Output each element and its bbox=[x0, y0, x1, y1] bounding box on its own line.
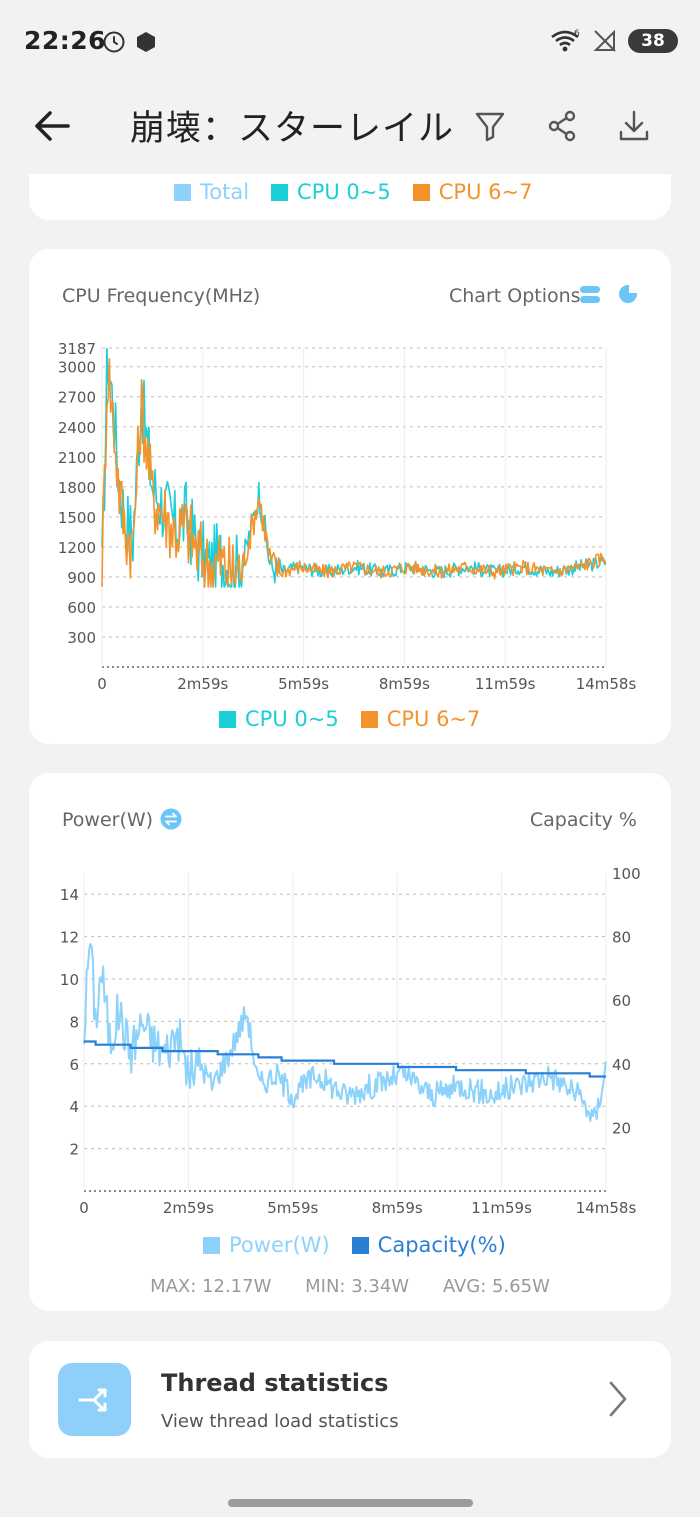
cpu-xtick-label: 5m59s bbox=[278, 675, 329, 693]
capacity-ytick-label: 100 bbox=[612, 865, 641, 883]
filter-icon[interactable] bbox=[470, 106, 510, 146]
power-chart-title: Power(W) bbox=[62, 809, 154, 831]
power-ytick-label: 4 bbox=[69, 1098, 79, 1116]
cpu-ytick-label: 900 bbox=[67, 569, 96, 587]
cpu-ytick-label: 300 bbox=[67, 629, 96, 647]
power-ytick-label: 10 bbox=[60, 971, 79, 989]
capacity-ytick-label: 60 bbox=[612, 992, 631, 1010]
cpu-chart-legend: CPU 0~5 CPU 6~7 bbox=[219, 707, 502, 731]
power-chart: 14 12 10 8 6 4 2 100 80 60 40 20 0 2m59s 5m59s 8m59s 11m… bbox=[60, 865, 641, 1217]
cpu-ytick-label: 2100 bbox=[58, 449, 96, 467]
app-notification-icon bbox=[137, 32, 155, 52]
capacity-ytick-label: 80 bbox=[612, 929, 631, 947]
cpu-ytick-label: 1200 bbox=[58, 539, 96, 557]
legend-power[interactable]: Power(W) bbox=[203, 1233, 330, 1257]
cpu-ytick-label: 1500 bbox=[58, 509, 96, 527]
legend-total[interactable]: Total bbox=[174, 180, 249, 204]
capacity-axis-label: Capacity % bbox=[529, 809, 637, 831]
power-min: MIN: 3.34W bbox=[305, 1276, 410, 1297]
stack-view-icon[interactable] bbox=[580, 286, 600, 304]
power-max: MAX: 12.17W bbox=[150, 1276, 272, 1297]
legend-cpu-0-5-bottom[interactable]: CPU 0~5 bbox=[219, 707, 339, 731]
legend-cpu-6-7-bottom[interactable]: CPU 6~7 bbox=[360, 707, 480, 731]
capacity-series-line bbox=[84, 1040, 606, 1078]
power-xtick-label: 5m59s bbox=[267, 1199, 318, 1217]
cpu-frequency-card: CPU Frequency(MHz) Chart Options 3187 300… bbox=[29, 249, 671, 744]
power-stats: MAX: 12.17W MIN: 3.34W AVG: 5.65W bbox=[0, 1276, 700, 1297]
cpu-chart-title: CPU Frequency(MHz) bbox=[62, 285, 261, 307]
power-xtick-label: 2m59s bbox=[163, 1199, 214, 1217]
cpu-ytick-label: 3000 bbox=[58, 359, 96, 377]
pie-chart-icon[interactable] bbox=[618, 284, 638, 304]
cpu-ytick-label: 3187 bbox=[58, 340, 96, 358]
thread-subtitle: View thread load statistics bbox=[161, 1411, 399, 1432]
cpu-ytick-label: 600 bbox=[67, 599, 96, 617]
cpu-xtick-label: 14m58s bbox=[576, 675, 637, 693]
power-ytick-label: 14 bbox=[60, 886, 79, 904]
cpu-series-line-cpu-0-5 bbox=[101, 347, 606, 588]
cpu-xtick-label: 0 bbox=[97, 675, 107, 693]
legend-capacity[interactable]: Capacity(%) bbox=[351, 1233, 506, 1257]
cpu-xtick-label: 8m59s bbox=[379, 675, 430, 693]
power-xtick-label: 8m59s bbox=[372, 1199, 423, 1217]
chevron-right-icon[interactable] bbox=[605, 1379, 631, 1419]
cpu-ytick-label: 1800 bbox=[58, 479, 96, 497]
wifi-icon: 6 bbox=[551, 29, 580, 52]
back-arrow-icon[interactable] bbox=[30, 104, 74, 148]
top-chart-legend: Total CPU 0~5 CPU 6~7 bbox=[174, 180, 554, 204]
alarm-icon bbox=[103, 31, 125, 53]
power-chart-legend: Power(W) Capacity(%) bbox=[203, 1233, 528, 1257]
cpu-series-line-cpu-6-7 bbox=[101, 358, 607, 588]
capacity-ytick-label: 40 bbox=[612, 1056, 631, 1074]
legend-cpu-6-7[interactable]: CPU 6~7 bbox=[412, 180, 532, 204]
power-ytick-label: 6 bbox=[69, 1056, 79, 1074]
power-xtick-label: 14m58s bbox=[576, 1199, 637, 1217]
status-bar: 22:26 6 38 bbox=[0, 0, 700, 84]
cpu-ytick-label: 2700 bbox=[58, 389, 96, 407]
capacity-ytick-label: 20 bbox=[612, 1119, 631, 1137]
thread-icon-tile bbox=[58, 1363, 131, 1436]
power-ytick-label: 12 bbox=[60, 929, 79, 947]
download-icon[interactable] bbox=[614, 106, 654, 146]
cpu-frequency-chart: 3187300027002400210018001500120090060030… bbox=[58, 340, 637, 693]
home-indicator bbox=[228, 1499, 473, 1507]
power-ytick-label: 8 bbox=[69, 1013, 79, 1031]
thread-statistics-card[interactable]: Thread statistics View thread load stati… bbox=[29, 1341, 671, 1458]
page-title: 崩壊：スターレイル bbox=[130, 109, 455, 149]
power-xtick-label: 0 bbox=[79, 1199, 89, 1217]
power-xtick-label: 11m59s bbox=[471, 1199, 532, 1217]
chart-options-label[interactable]: Chart Options bbox=[449, 285, 581, 307]
battery-indicator: 38 bbox=[628, 29, 678, 53]
branch-arrows-icon bbox=[78, 1388, 107, 1412]
share-icon[interactable] bbox=[542, 106, 582, 146]
thread-title: Thread statistics bbox=[161, 1369, 389, 1397]
signal-off-icon bbox=[593, 29, 616, 52]
swap-units-icon[interactable] bbox=[160, 808, 182, 830]
cpu-xtick-label: 2m59s bbox=[177, 675, 228, 693]
power-avg: AVG: 5.65W bbox=[442, 1276, 550, 1297]
power-ytick-label: 2 bbox=[69, 1141, 79, 1159]
cpu-xtick-label: 11m59s bbox=[475, 675, 536, 693]
app-bar: 崩壊：スターレイル bbox=[0, 84, 700, 174]
cpu-ytick-label: 2400 bbox=[58, 419, 96, 437]
status-time: 22:26 bbox=[24, 26, 107, 55]
legend-cpu-0-5[interactable]: CPU 0~5 bbox=[271, 180, 391, 204]
power-series-line bbox=[83, 943, 607, 1122]
svg-text:6: 6 bbox=[574, 29, 580, 39]
power-card: Power(W) Capacity % 14 12 10 8 6 4 2 100 80 60 40 2… bbox=[29, 773, 671, 1311]
